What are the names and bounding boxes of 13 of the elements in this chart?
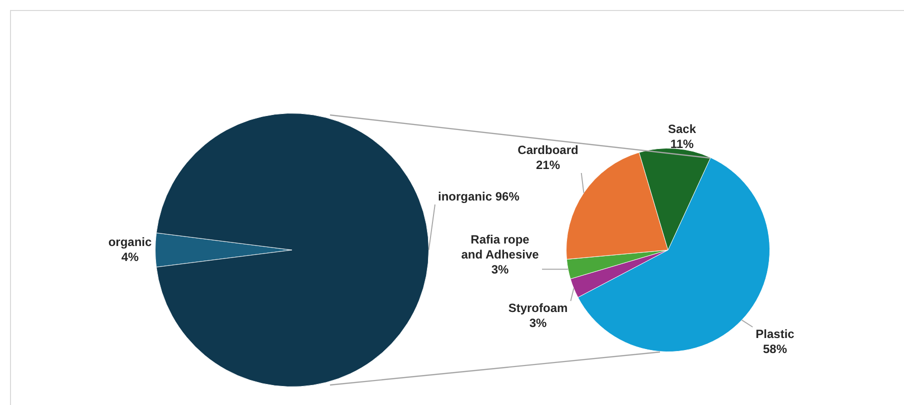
slice-label: organic xyxy=(108,234,152,249)
slice-label: Cardboard xyxy=(518,142,578,157)
slice-label: Plastic xyxy=(756,326,795,341)
data-label: 3% xyxy=(529,316,547,330)
data-label: 3% xyxy=(491,262,509,276)
slice-label: Sack xyxy=(668,122,696,136)
slice-label: inorganic 96% xyxy=(438,189,520,204)
data-label: 11% xyxy=(670,136,694,151)
data-label: 58% xyxy=(762,342,788,356)
slice-label: Rafia rope and Adhesive xyxy=(461,232,540,262)
data-label: 4% xyxy=(121,250,139,264)
slice-label: Styrofoam xyxy=(508,300,568,315)
data-label: 21% xyxy=(536,158,560,172)
